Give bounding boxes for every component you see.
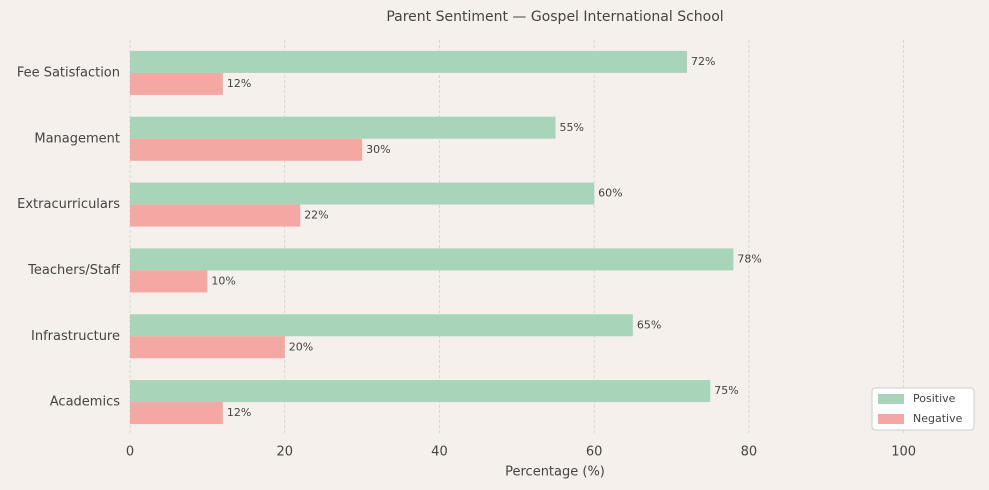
value-label: 20% (289, 340, 313, 353)
bar (130, 314, 633, 337)
x-tick-label: 100 (891, 445, 916, 460)
y-tick-label: Academics (50, 395, 120, 410)
bar (130, 270, 208, 293)
legend-swatch (878, 414, 904, 424)
y-tick-label: Extracurriculars (17, 197, 120, 212)
value-label: 30% (366, 143, 390, 156)
bar (130, 336, 285, 359)
value-label: 55% (560, 121, 584, 134)
value-label: 12% (227, 77, 251, 90)
legend-label: Negative (913, 412, 963, 425)
bar (130, 248, 734, 271)
bar (130, 138, 363, 161)
value-label: 12% (227, 406, 251, 419)
y-tick-label: Management (34, 131, 120, 146)
legend: Positive Negative (871, 387, 975, 431)
bar (130, 182, 595, 205)
chart-title: Parent Sentiment — Gospel International … (386, 9, 723, 25)
y-tick-label: Fee Satisfaction (17, 65, 120, 80)
value-label: 60% (598, 187, 622, 200)
value-label: 75% (714, 384, 738, 397)
legend-label: Positive (913, 392, 956, 405)
bar (130, 116, 556, 139)
legend-swatch (878, 394, 904, 404)
bar (130, 402, 223, 425)
x-tick-label: 40 (431, 445, 448, 460)
value-label: 78% (737, 252, 761, 265)
value-label: 22% (304, 209, 328, 222)
y-tick-label: Teachers/Staff (27, 263, 121, 278)
bar (130, 380, 711, 403)
bar (130, 72, 223, 95)
value-label: 10% (211, 274, 235, 287)
value-label: 72% (691, 55, 715, 68)
x-axis-label: Percentage (%) (505, 465, 605, 480)
y-tick-label: Infrastructure (31, 329, 120, 344)
x-tick-label: 0 (126, 445, 134, 460)
x-tick-label: 80 (741, 445, 758, 460)
x-tick-label: 60 (586, 445, 603, 460)
bar (130, 204, 301, 227)
x-tick-label: 20 (276, 445, 293, 460)
value-label: 65% (637, 318, 661, 331)
bar (130, 50, 688, 73)
